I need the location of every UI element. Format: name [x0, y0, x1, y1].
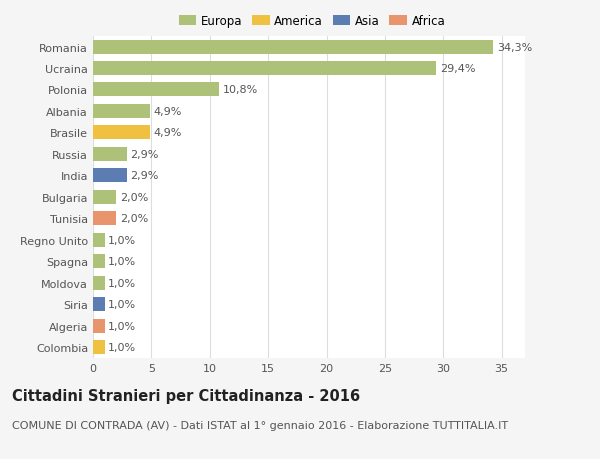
Bar	[93, 255, 104, 269]
Bar	[93, 169, 127, 183]
Text: COMUNE DI CONTRADA (AV) - Dati ISTAT al 1° gennaio 2016 - Elaborazione TUTTITALI: COMUNE DI CONTRADA (AV) - Dati ISTAT al …	[12, 420, 508, 430]
Text: 4,9%: 4,9%	[154, 128, 182, 138]
Text: 1,0%: 1,0%	[108, 342, 136, 353]
Bar	[93, 340, 104, 354]
Text: 1,0%: 1,0%	[108, 278, 136, 288]
Text: 2,0%: 2,0%	[120, 192, 148, 202]
Text: 1,0%: 1,0%	[108, 235, 136, 245]
Bar	[93, 62, 436, 76]
Bar	[93, 276, 104, 290]
Text: 1,0%: 1,0%	[108, 257, 136, 267]
Bar	[93, 40, 493, 54]
Bar	[93, 190, 116, 204]
Text: 10,8%: 10,8%	[223, 85, 258, 95]
Text: 4,9%: 4,9%	[154, 106, 182, 117]
Text: 1,0%: 1,0%	[108, 321, 136, 331]
Bar	[93, 84, 219, 97]
Text: Cittadini Stranieri per Cittadinanza - 2016: Cittadini Stranieri per Cittadinanza - 2…	[12, 388, 360, 403]
Text: 29,4%: 29,4%	[440, 64, 475, 74]
Bar	[93, 105, 150, 118]
Text: 1,0%: 1,0%	[108, 299, 136, 309]
Text: 34,3%: 34,3%	[497, 42, 532, 52]
Text: 2,9%: 2,9%	[130, 171, 159, 181]
Bar	[93, 319, 104, 333]
Bar	[93, 126, 150, 140]
Bar	[93, 212, 116, 226]
Text: 2,0%: 2,0%	[120, 214, 148, 224]
Text: 2,9%: 2,9%	[130, 150, 159, 160]
Bar	[93, 233, 104, 247]
Bar	[93, 297, 104, 311]
Bar	[93, 147, 127, 162]
Legend: Europa, America, Asia, Africa: Europa, America, Asia, Africa	[176, 13, 448, 30]
